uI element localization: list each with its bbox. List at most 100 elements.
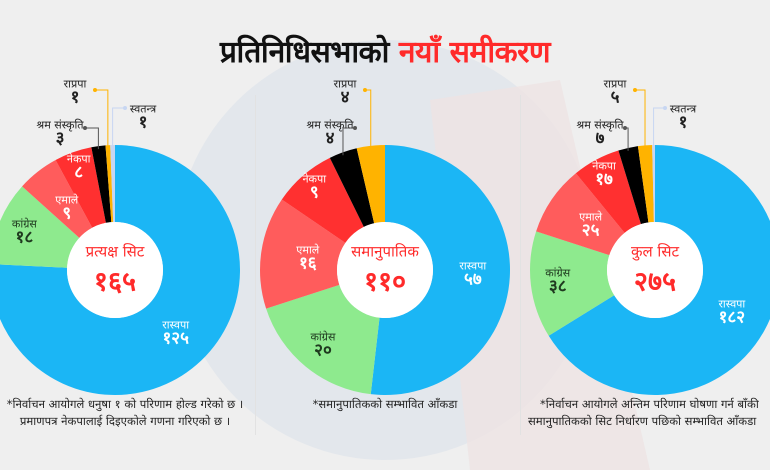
divider	[255, 95, 256, 435]
slice-1	[266, 284, 380, 395]
party-name: राप्रपा	[603, 77, 627, 91]
slice-6	[652, 145, 655, 223]
party-name: एमाले	[55, 193, 79, 207]
chart-title: समानुपातिक	[351, 242, 419, 261]
leader-line	[653, 107, 665, 149]
chart-title: प्रत्यक्ष सिट	[85, 242, 145, 261]
party-name: नेकपा	[66, 152, 91, 166]
note-line: *समानुपातिकको सम्भावित आँकडा	[312, 397, 458, 411]
slice-label: एमाले १६	[296, 244, 319, 273]
donut-center-label: कुल सिट २७५	[631, 242, 679, 299]
seat-count: ५७	[464, 269, 482, 290]
leader-line	[365, 89, 372, 149]
seat-count: ५	[610, 87, 620, 108]
seat-count: ७	[595, 128, 605, 149]
slice-4	[618, 146, 649, 225]
slice-label: रास्वपा ५७	[459, 261, 486, 290]
slice-label: नेकपा ९	[302, 174, 326, 203]
slice-6	[110, 145, 115, 223]
seat-count: ४	[325, 128, 335, 149]
leader-line	[85, 127, 99, 150]
seat-count: १	[70, 87, 80, 108]
chart-total: ११०	[363, 266, 407, 298]
slice-5	[356, 145, 385, 224]
leader-dot	[353, 126, 357, 130]
donut-hole	[67, 222, 163, 318]
footnote-proportional: *समानुपातिकको सम्भावित आँकडा	[260, 396, 510, 413]
leader-dot	[663, 106, 667, 110]
slice-4	[329, 148, 375, 227]
leader-dot	[623, 126, 627, 130]
seat-count: ३८	[548, 276, 567, 297]
slice-label: नेकपा ८	[67, 154, 91, 183]
chart-total: १६५	[93, 266, 137, 298]
seat-count: ९	[309, 182, 319, 203]
donut-center-label: प्रत्यक्ष सिट १६५	[86, 242, 145, 299]
chart-total: २७५	[633, 266, 677, 298]
slice-label: राप्रपा ५	[604, 79, 627, 108]
slice-label: स्वतन्त्र १	[670, 104, 696, 133]
leader-dot	[633, 88, 637, 92]
seat-count: २५	[581, 220, 600, 241]
slice-2	[536, 173, 625, 256]
party-name: कांग्रेस	[310, 330, 336, 344]
seat-count: १	[138, 112, 148, 133]
slice-0	[548, 145, 770, 395]
leader-line	[95, 89, 109, 149]
party-name: एमाले	[296, 243, 320, 257]
leader-dot	[93, 88, 97, 92]
slice-0	[370, 145, 511, 395]
party-name: स्वतन्त्र	[669, 102, 697, 116]
slice-2	[22, 160, 93, 238]
seat-count: ३	[55, 128, 65, 149]
seat-count: २०	[314, 340, 332, 361]
seat-count: १६	[298, 253, 317, 274]
leader-dot	[123, 106, 127, 110]
seat-count: १७	[595, 169, 613, 190]
slice-label: श्रम संस्कृति ३	[36, 120, 83, 149]
leader-line	[625, 127, 629, 151]
slice-3	[55, 147, 106, 228]
seat-count: १८२	[718, 307, 746, 328]
slice-1	[0, 186, 80, 268]
slice-label: राप्रपा ४	[334, 79, 357, 108]
divider	[520, 95, 521, 435]
party-name: श्रम संस्कृति	[576, 118, 624, 132]
leader-line	[112, 107, 125, 149]
leader-line	[635, 89, 646, 149]
slice-label: श्रम संस्कृति ७	[576, 120, 623, 149]
seat-count: १८	[15, 227, 34, 248]
slice-label: एमाले ९	[55, 194, 78, 223]
donut-center-label: समानुपातिक ११०	[351, 242, 419, 299]
slice-label: राप्रपा १	[64, 79, 87, 108]
party-name: राप्रपा	[333, 77, 357, 91]
party-name: रास्वपा	[162, 318, 190, 332]
slice-label: श्रम संस्कृति ४	[306, 120, 353, 149]
slice-3	[281, 157, 364, 243]
party-name: स्वतन्त्र	[129, 102, 157, 116]
slice-label: कांग्रेस २०	[310, 331, 335, 360]
donut-hole	[607, 222, 703, 318]
slice-5	[637, 145, 654, 223]
slice-label: कांग्रेस ३८	[545, 267, 570, 296]
party-name: राप्रपा	[63, 77, 87, 91]
party-name: श्रम संस्कृति	[36, 118, 84, 132]
slice-label: स्वतन्त्र १	[130, 104, 156, 133]
party-name: रास्वपा	[459, 259, 487, 273]
chart-title: कुल सिट	[630, 242, 680, 261]
title-accent: नयाँ समीकरण	[398, 35, 551, 70]
note-line: *निर्वाचन आयोगले धनुषा १ को परिणाम होल्ड…	[6, 397, 244, 411]
slice-label: एमाले २५	[579, 212, 602, 241]
note-line: प्रमाणपत्र नेकपालाई दिइएकोले गणना गरिएको…	[19, 413, 231, 428]
note-line: समानुपातिकको सिट निर्धारण पछिको सम्भावित…	[528, 413, 757, 428]
party-name: रास्वपा	[718, 297, 746, 311]
party-name: नेकपा	[302, 172, 327, 186]
party-name: कांग्रेस	[11, 217, 37, 231]
donut-hole	[337, 222, 433, 318]
slice-3	[575, 150, 641, 233]
party-name: एमाले	[579, 210, 603, 224]
party-name: कांग्रेस	[545, 266, 571, 280]
seat-count: ९	[62, 203, 72, 224]
slice-label: कांग्रेस १८	[12, 218, 37, 247]
